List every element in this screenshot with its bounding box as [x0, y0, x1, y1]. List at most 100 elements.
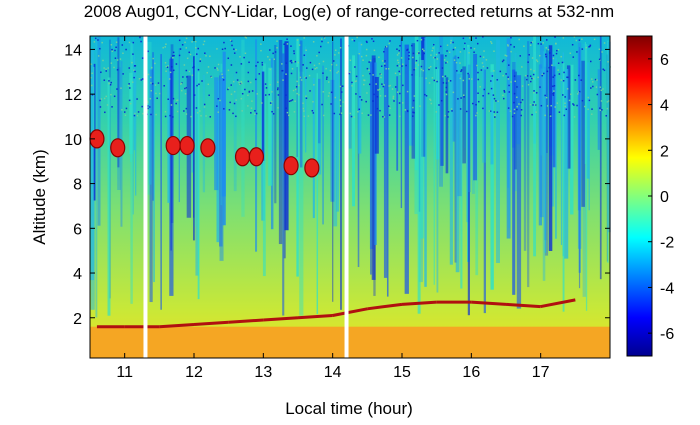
noise-dot: [406, 90, 409, 93]
noise-dot: [566, 88, 569, 90]
noise-dot: [292, 89, 295, 92]
streak: [261, 71, 265, 161]
streak: [153, 55, 155, 283]
noise-dot: [551, 64, 553, 66]
noise-dot: [600, 100, 603, 102]
noise-dot: [206, 71, 208, 74]
pbl-top-segment: [297, 314, 333, 320]
noise-dot: [199, 110, 201, 112]
colorbar-tick-label: -2: [660, 235, 674, 252]
noise-dot: [445, 55, 447, 57]
noise-dot: [493, 70, 495, 72]
noise-dot: [277, 87, 279, 89]
noise-dot: [413, 95, 416, 97]
noise-dot: [236, 79, 239, 81]
pbl-top-segment: [401, 300, 437, 306]
noise-dot: [328, 92, 331, 94]
noise-dot: [147, 101, 149, 104]
noise-dot: [608, 100, 610, 102]
noise-dot: [372, 100, 374, 102]
noise-dot: [131, 81, 134, 83]
noise-dot: [368, 69, 370, 71]
noise-dot: [269, 83, 271, 86]
noise-dot: [353, 116, 355, 118]
streak: [577, 42, 582, 249]
noise-dot: [575, 39, 578, 42]
noise-dot: [489, 110, 492, 112]
noise-dot: [375, 83, 377, 85]
noise-dot: [201, 80, 203, 82]
noise-dot: [533, 101, 535, 103]
noise-dot: [397, 59, 399, 62]
noise-dot: [585, 46, 588, 49]
noise-dot: [199, 60, 201, 62]
noise-dot: [209, 116, 212, 118]
noise-dot: [175, 63, 178, 65]
streak: [386, 45, 389, 297]
streak: [473, 53, 478, 181]
noise-dot: [531, 77, 533, 80]
noise-dot: [318, 62, 321, 65]
noise-dot: [598, 48, 601, 51]
noise-dot: [271, 100, 273, 103]
noise-dot: [227, 69, 230, 72]
noise-dot: [241, 92, 244, 95]
noise-dot: [606, 101, 609, 103]
streak: [197, 71, 200, 300]
noise-dot: [165, 65, 167, 68]
streak: [167, 71, 170, 203]
noise-dot: [546, 70, 549, 73]
streak: [445, 77, 449, 174]
noise-dot: [564, 96, 566, 98]
noise-dot: [296, 39, 299, 41]
streak: [178, 48, 180, 203]
noise-dot: [303, 115, 306, 118]
noise-dot: [276, 47, 278, 49]
noise-dot: [339, 85, 342, 88]
noise-dot: [128, 41, 131, 44]
noise-dot: [544, 53, 547, 56]
noise-dot: [576, 93, 579, 95]
noise-dot: [468, 37, 471, 39]
noise-dot: [273, 58, 275, 61]
noise-dot: [128, 99, 131, 102]
noise-dot: [563, 71, 565, 74]
noise-dot: [530, 41, 532, 44]
noise-dot: [516, 105, 518, 108]
noise-dot: [330, 63, 333, 66]
noise-dot: [175, 102, 177, 105]
noise-dot: [247, 71, 250, 74]
noise-dot: [139, 36, 141, 39]
noise-dot: [462, 79, 465, 82]
cloud-blob: [200, 138, 216, 158]
noise-dot: [172, 51, 175, 54]
noise-dot: [231, 44, 233, 47]
noise-dot: [147, 105, 149, 107]
noise-dot: [233, 52, 236, 54]
noise-dot: [228, 109, 231, 111]
noise-dot: [243, 56, 245, 59]
noise-dot: [105, 68, 107, 70]
noise-dot: [305, 77, 307, 79]
noise-dot: [167, 65, 169, 67]
noise-dot: [438, 52, 440, 54]
noise-dot: [277, 81, 279, 83]
noise-dot: [399, 73, 401, 75]
noise-dot: [587, 96, 589, 99]
noise-dot: [321, 103, 323, 106]
noise-dot: [325, 67, 327, 70]
noise-dot: [477, 71, 479, 74]
x-axis-label: Local time (hour): [285, 399, 413, 418]
noise-dot: [457, 56, 460, 59]
noise-dot: [471, 78, 473, 80]
noise-dot: [475, 114, 477, 117]
noise-dot: [154, 84, 157, 86]
noise-dot: [227, 88, 229, 91]
noise-dot: [430, 54, 432, 56]
noise-dot: [286, 111, 289, 114]
noise-dot: [350, 115, 353, 118]
noise-dot: [313, 84, 315, 86]
noise-dot: [479, 55, 482, 58]
streak: [439, 36, 443, 187]
noise-dot: [297, 61, 300, 64]
